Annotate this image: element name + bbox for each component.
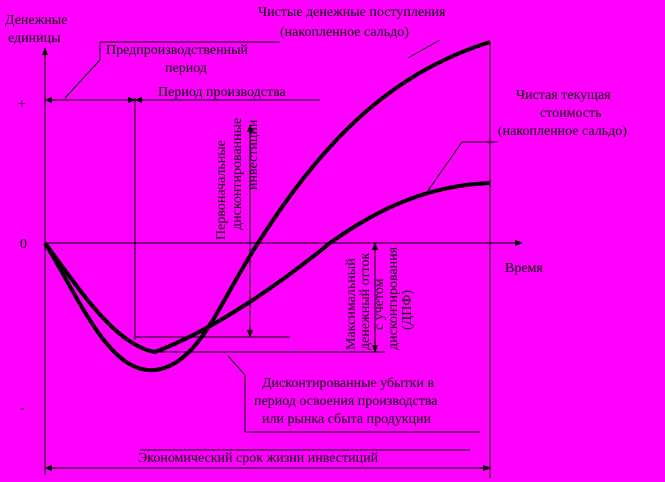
leader	[407, 39, 441, 59]
outflow-label: (ДПФ)	[400, 290, 415, 330]
plus: +	[18, 97, 26, 112]
x-label: Время	[505, 261, 543, 276]
zero: 0	[20, 237, 27, 252]
outflow-label: денежный отток	[358, 253, 373, 350]
npv-label: (накопленное сальдо)	[498, 124, 627, 139]
net-cash-label: (накопленное сальдо)	[280, 25, 409, 40]
pre-period-label: Предпроизводственный	[106, 43, 248, 58]
net-cash-label: Чистые денежные поступления	[258, 5, 446, 20]
investment-label: инвестиции	[246, 119, 261, 190]
y-label: Денежные	[5, 13, 67, 28]
minus: -	[20, 401, 25, 416]
losses-label: или рынка сбыта продукции	[262, 412, 432, 427]
investment-label: дисконтированные	[230, 118, 245, 230]
outflow-label: дисконтирования	[386, 246, 401, 350]
investment-label: Первоначальные	[214, 140, 229, 240]
leader	[64, 59, 101, 99]
losses-label: период освоения производства	[254, 394, 438, 409]
production-label: Период производства	[158, 85, 287, 100]
outflow-label: Максимальный	[344, 258, 359, 350]
npv-label: Чистая текущая	[516, 88, 611, 103]
leader	[424, 141, 463, 196]
leader	[227, 355, 246, 376]
losses-label: Дисконтированные убытки в	[262, 376, 434, 391]
net-cash-curve	[43, 40, 491, 373]
outflow-label: с учетом	[372, 278, 387, 330]
life-label: Экономический срок жизни инвестиций	[138, 451, 379, 466]
y-label: единицы	[8, 31, 61, 46]
npv-curve	[43, 181, 491, 355]
npv-label: стоимость	[540, 106, 602, 121]
pre-period-label: период	[165, 61, 207, 76]
